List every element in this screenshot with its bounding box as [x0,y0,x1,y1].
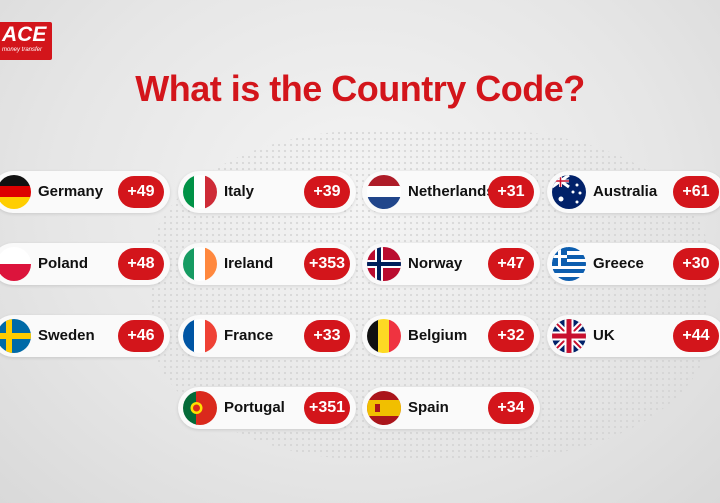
italy-flag-icon [183,175,217,209]
country-card-greece: Greece +30 [547,243,720,285]
australia-flag-icon [552,175,586,209]
country-card-italy: Italy +39 [178,171,356,213]
country-card-portugal: Portugal +351 [178,387,356,429]
belgium-flag-icon [367,319,401,353]
france-flag-icon [183,319,217,353]
page-title: What is the Country Code? [135,68,585,109]
country-name: Italy [224,183,255,200]
country-name: Ireland [224,255,274,272]
country-card-poland: Poland +48 [0,243,170,285]
country-code-badge: +353 [304,248,350,280]
country-code-badge: +46 [118,320,164,352]
ace-logo: ACE money transfer [0,22,52,60]
country-name: Australia [593,183,658,200]
greece-flag-icon [552,247,586,281]
country-card-ireland: Ireland +353 [178,243,356,285]
country-code-badge: +44 [673,320,719,352]
sweden-flag-icon [0,319,31,353]
logo-brand: ACE [2,23,47,46]
country-name: Poland [38,255,89,272]
ireland-flag-icon [183,247,217,281]
portugal-flag-icon [183,391,217,425]
country-code-badge: +32 [488,320,534,352]
country-card-sweden: Sweden +46 [0,315,170,357]
country-name: France [224,327,274,344]
uk-flag-icon [552,319,586,353]
logo-tagline: money transfer [2,47,43,53]
country-name: Norway [408,255,463,272]
netherlands-flag-icon [367,175,401,209]
country-card-uk: UK +44 [547,315,720,357]
country-code-badge: +39 [304,176,350,208]
country-card-germany: Germany +49 [0,171,170,213]
country-card-norway: Norway +47 [362,243,540,285]
country-name: Germany [38,183,104,200]
country-card-belgium: Belgium +32 [362,315,540,357]
country-name: Belgium [408,327,468,344]
country-code-badge: +31 [488,176,534,208]
country-code-badge: +49 [118,176,164,208]
country-code-badge: +61 [673,176,719,208]
country-name: Spain [408,399,449,416]
country-card-australia: Australia +61 [547,171,720,213]
country-code-badge: +30 [673,248,719,280]
country-name: Netherlands [408,183,495,200]
country-name: Greece [593,255,644,272]
poland-flag-icon [0,247,31,281]
country-card-spain: Spain +34 [362,387,540,429]
norway-flag-icon [367,247,401,281]
country-card-france: France +33 [178,315,356,357]
country-code-badge: +34 [488,392,534,424]
country-code-badge: +47 [488,248,534,280]
country-code-badge: +48 [118,248,164,280]
country-code-badge: +351 [304,392,350,424]
country-name: Sweden [38,327,95,344]
country-card-netherlands: Netherlands +31 [362,171,540,213]
germany-flag-icon [0,175,31,209]
spain-flag-icon [367,391,401,425]
country-name: Portugal [224,399,285,416]
country-name: UK [593,327,615,344]
country-code-badge: +33 [304,320,350,352]
